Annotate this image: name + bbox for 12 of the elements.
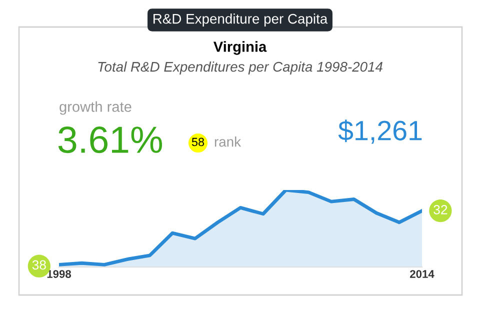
- text: R&D Expenditure per Capita: [154, 14, 328, 26]
- text: 58: [192, 138, 204, 146]
- annotation: 38: [32, 260, 46, 270]
- text: $1,261: [338, 120, 422, 144]
- annotation: 32: [434, 204, 448, 214]
- x-tick-label: 2014: [410, 270, 434, 278]
- chart-title: Virginia: [213, 41, 267, 55]
- text: growth rate: [60, 101, 132, 115]
- chart-subtitle: Total R&D Expenditures per Capita 1998-2014: [98, 62, 382, 74]
- text: 3.61%: [58, 126, 162, 154]
- text: rank: [214, 136, 242, 147]
- x-tick-label: 1998: [47, 270, 72, 278]
